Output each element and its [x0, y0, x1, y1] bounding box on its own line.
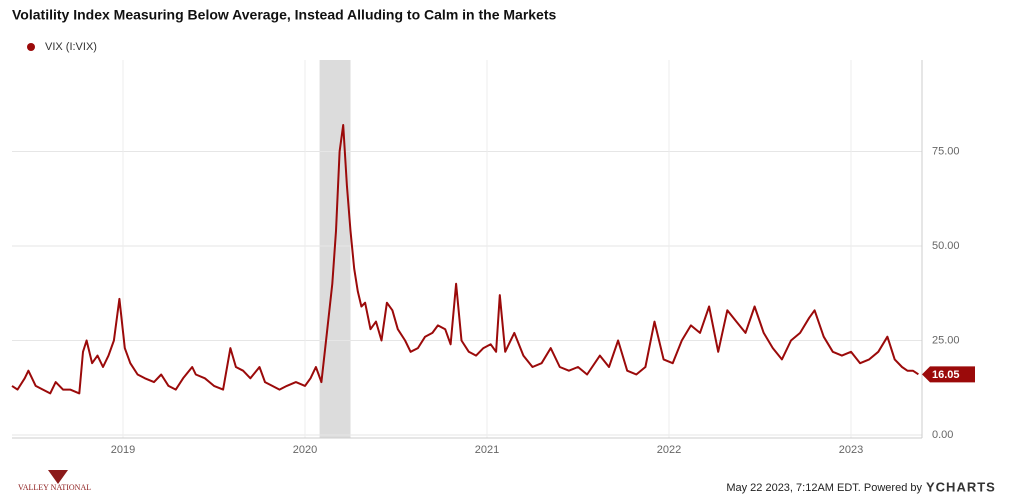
- last-value-tag: [922, 366, 975, 383]
- legend-marker: [27, 43, 35, 51]
- data-line: [11, 124, 919, 395]
- x-tick-label: 2019: [111, 444, 135, 456]
- legend-label: VIX (I:VIX): [45, 41, 97, 53]
- chart-title: Volatility Index Measuring Below Average…: [12, 7, 557, 23]
- x-tick-label: 2022: [657, 444, 681, 456]
- x-tick-label: 2020: [293, 444, 317, 456]
- logo-icon: [48, 470, 68, 484]
- brand: YCHARTS: [926, 479, 996, 494]
- footer-text: May 22 2023, 7:12AM EDT. Powered by: [726, 482, 922, 494]
- x-tick-label: 2021: [475, 444, 499, 456]
- y-tick-label: 50.00: [932, 240, 960, 252]
- logo-text: VALLEY NATIONAL: [18, 483, 91, 492]
- x-tick-label: 2023: [839, 444, 863, 456]
- y-tick-label: 0.00: [932, 429, 953, 441]
- y-tick-label: 25.00: [932, 334, 960, 346]
- last-value-label: 16.05: [932, 369, 960, 381]
- y-tick-label: 75.00: [932, 145, 960, 157]
